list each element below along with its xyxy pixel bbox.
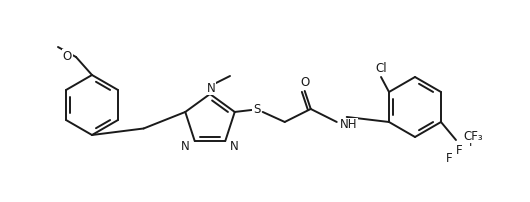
Text: N: N (207, 81, 215, 95)
Text: N: N (181, 140, 190, 153)
Text: F: F (456, 143, 462, 157)
Text: NH: NH (340, 118, 357, 132)
Text: O: O (300, 77, 310, 89)
Text: F: F (469, 136, 475, 148)
Text: N: N (230, 140, 239, 153)
Text: CF₃: CF₃ (463, 129, 483, 142)
Text: F: F (446, 152, 452, 164)
Text: S: S (253, 103, 260, 117)
Text: Cl: Cl (375, 62, 387, 76)
Text: O: O (63, 49, 72, 62)
